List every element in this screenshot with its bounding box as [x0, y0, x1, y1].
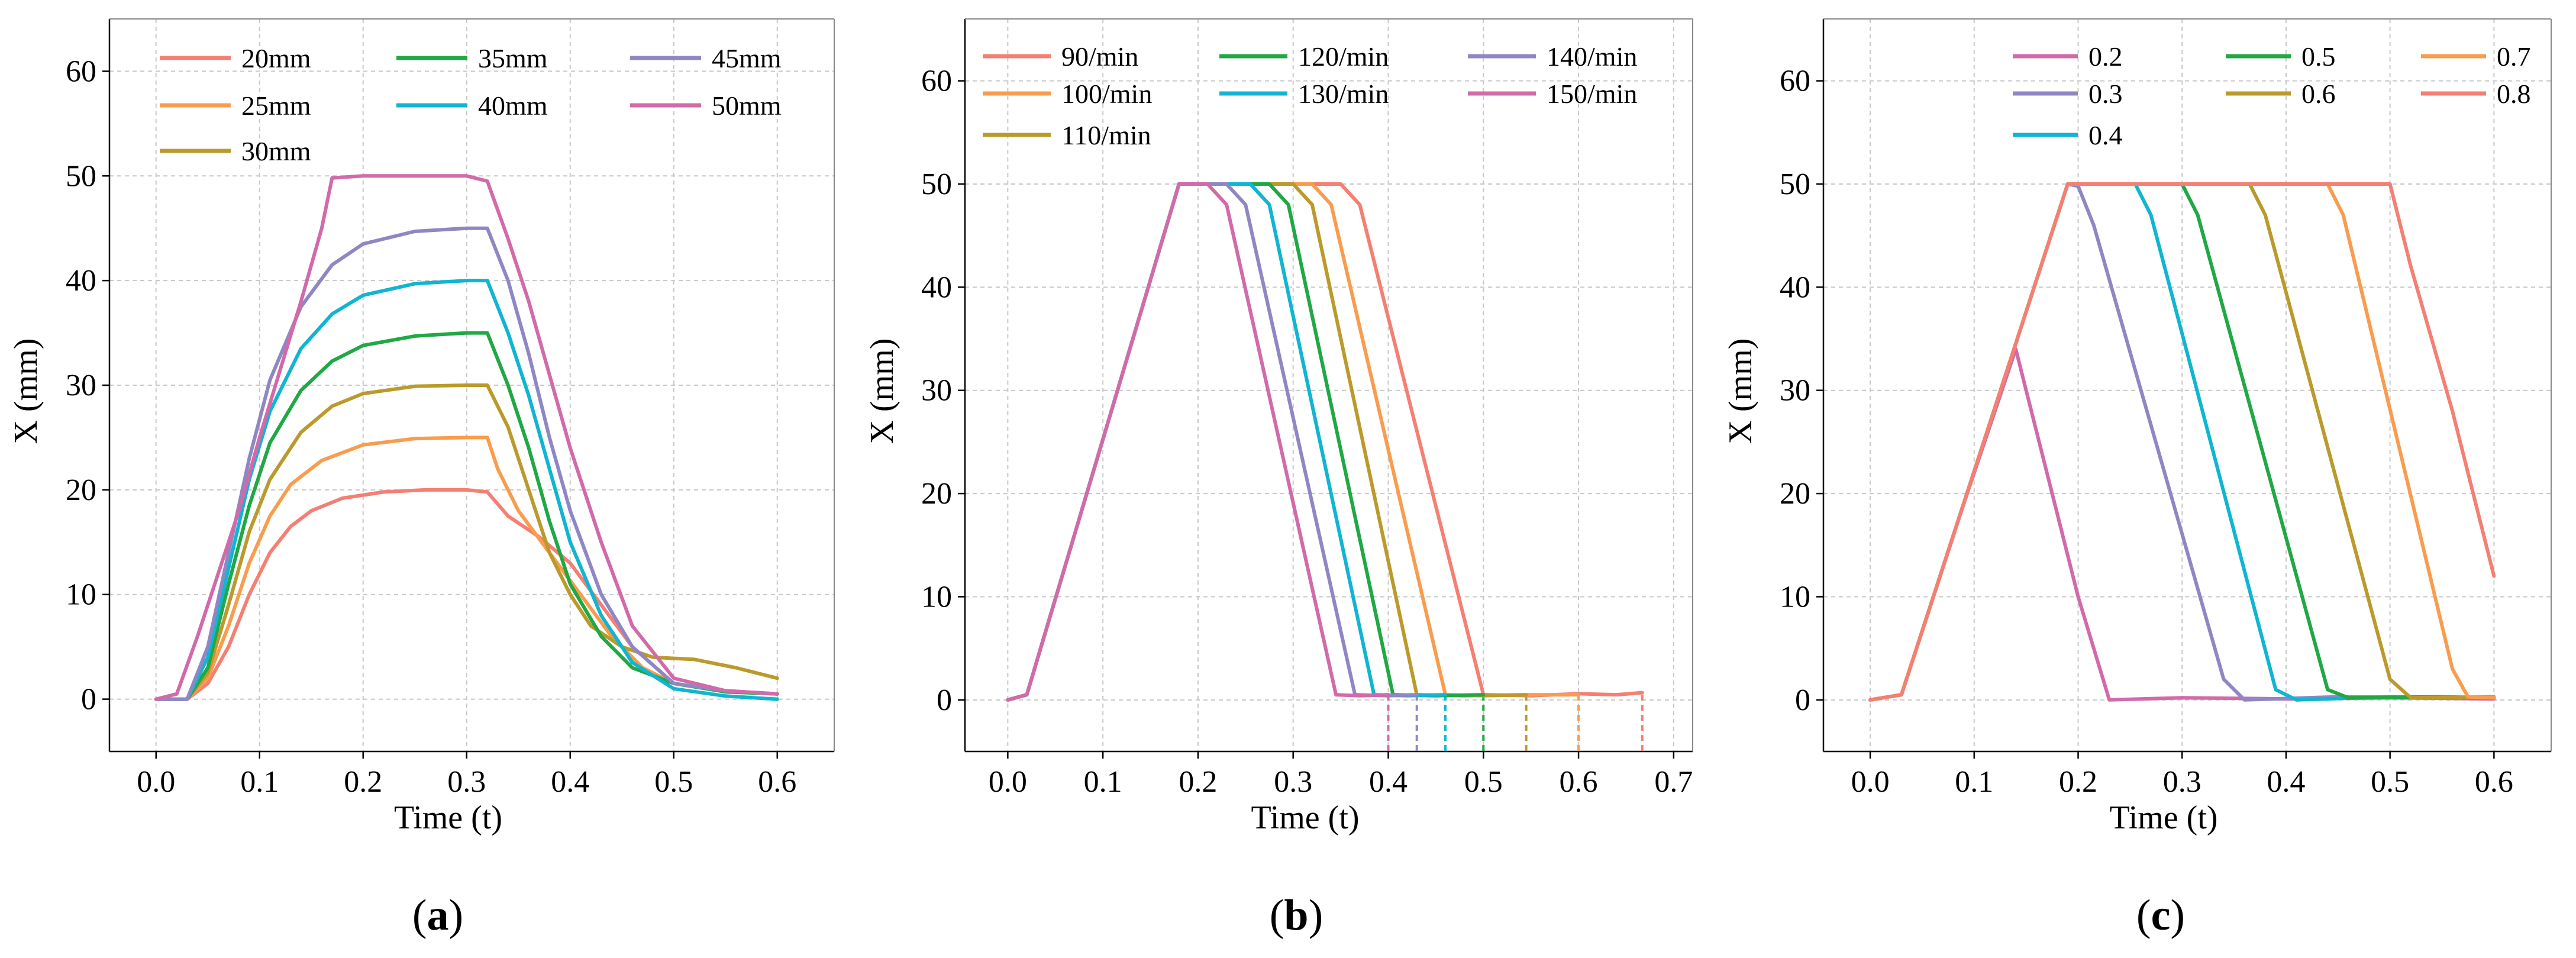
y-tick-label: 10	[921, 580, 952, 614]
series-line-140-min	[1006, 182, 1419, 702]
y-tick-label: 0	[937, 683, 952, 717]
y-tick-label: 10	[1780, 580, 1810, 614]
y-tick-label: 40	[921, 270, 952, 304]
legend-label: 50mm	[712, 91, 782, 121]
y-tick-label: 30	[1780, 374, 1810, 408]
x-tick-label: 0.3	[447, 765, 486, 799]
legend-label: 40mm	[478, 91, 548, 121]
y-axis-title: X (mm)	[864, 338, 900, 444]
legend-label: 0.3	[2088, 79, 2123, 109]
x-tick-label: 0.7	[1654, 765, 1693, 799]
y-tick-label: 10	[66, 578, 96, 612]
y-tick-label: 20	[921, 477, 952, 511]
legend-label: 0.4	[2088, 120, 2123, 150]
series-line-20mm	[154, 488, 779, 701]
x-tick-label: 0.6	[1560, 765, 1598, 799]
series-line-130-min	[1006, 182, 1447, 702]
x-axis-title: Time (t)	[2109, 799, 2217, 836]
x-axis-title: Time (t)	[394, 799, 502, 836]
chart-a: 0.0 0.1 0.2 0.3 0.4 0.5 0.6 0 10 20 30 40 50 60 Time (…	[8, 18, 835, 836]
legend-label: 110/min	[1061, 120, 1151, 150]
series-line-50mm	[154, 174, 779, 701]
x-axis-title: Time (t)	[1251, 799, 1359, 836]
legend-label: 25mm	[241, 91, 311, 121]
x-tick-label: 0.4	[2267, 765, 2305, 799]
legend-label: 30mm	[241, 136, 311, 166]
y-tick-label: 0	[1795, 683, 1810, 717]
legend-label: 0.5	[2301, 41, 2336, 72]
panel-label-c: (c)	[2136, 891, 2186, 940]
y-tick-label: 50	[921, 167, 952, 201]
x-tick-label: 0.6	[758, 765, 796, 799]
y-tick-label: 40	[1780, 270, 1810, 304]
y-axis-title: X (mm)	[8, 338, 44, 444]
x-tick-label: 0.1	[1955, 765, 1993, 799]
x-tick-label: 0.5	[1464, 765, 1503, 799]
y-tick-label: 30	[66, 369, 96, 402]
chart-b: 0.0 0.1 0.2 0.3 0.4 0.5 0.6 0.7 0 10 20 30 40 50 60 Tim…	[864, 18, 1693, 836]
x-tick-label: 0.2	[344, 765, 382, 799]
y-tick-label: 50	[66, 159, 96, 193]
x-tick-label: 0.6	[2475, 765, 2513, 799]
legend-label: 0.6	[2301, 79, 2336, 109]
y-tick-label: 40	[66, 264, 96, 298]
panel-label-b: (b)	[1269, 891, 1323, 940]
x-tick-label: 0.2	[2059, 765, 2097, 799]
x-tick-label: 0.0	[1851, 765, 1890, 799]
series-line-40mm	[154, 279, 779, 701]
legend-label: 0.2	[2088, 41, 2123, 72]
legend-label: 20mm	[241, 43, 311, 73]
panel-b: 0.0 0.1 0.2 0.3 0.4 0.5 0.6 0.7 0 10 20 30 40 50 60 Tim…	[858, 0, 1717, 958]
legend-label: 0.7	[2497, 41, 2531, 72]
x-tick-label: 0.3	[2163, 765, 2201, 799]
series-line-0-2	[1868, 347, 2496, 702]
legend-label: 140/min	[1547, 41, 1637, 72]
series-line-25mm	[154, 436, 779, 701]
y-tick-label: 60	[1780, 64, 1810, 98]
x-tick-label: 0.1	[1084, 765, 1122, 799]
panel-c: 0.0 0.1 0.2 0.3 0.4 0.5 0.6 0 10 20 30 40 50 60 Time (…	[1717, 0, 2575, 958]
series-line-0-8	[1868, 182, 2496, 702]
x-tick-label: 0.5	[2371, 765, 2409, 799]
legend-label: 130/min	[1298, 79, 1389, 109]
y-tick-label: 0	[81, 683, 96, 717]
y-tick-label: 50	[1780, 167, 1810, 201]
y-tick-label: 20	[1780, 477, 1810, 511]
series-line-110-min	[1006, 182, 1528, 702]
x-tick-label: 0.0	[989, 765, 1027, 799]
y-tick-label: 30	[921, 374, 952, 408]
panel-label-a: (a)	[412, 891, 464, 940]
legend-label: 90/min	[1061, 41, 1138, 72]
y-tick-label: 60	[921, 64, 952, 98]
legend-label: 0.8	[2497, 79, 2531, 109]
x-tick-label: 0.0	[137, 765, 175, 799]
legend-label: 100/min	[1061, 79, 1152, 109]
series-line-150-min	[1006, 182, 1390, 702]
x-tick-label: 0.3	[1274, 765, 1312, 799]
legend-label: 35mm	[478, 43, 548, 73]
y-axis-title: X (mm)	[1722, 338, 1759, 444]
y-tick-label: 20	[66, 473, 96, 507]
y-tick-label: 60	[66, 54, 96, 88]
legend-label: 150/min	[1547, 79, 1637, 109]
chart-c: 0.0 0.1 0.2 0.3 0.4 0.5 0.6 0 10 20 30 40 50 60 Time (…	[1722, 18, 2552, 836]
x-tick-label: 0.4	[551, 765, 589, 799]
x-tick-label: 0.4	[1369, 765, 1408, 799]
series-line-35mm	[154, 331, 779, 701]
legend-label: 45mm	[712, 43, 782, 73]
x-tick-label: 0.2	[1179, 765, 1217, 799]
x-tick-label: 0.5	[654, 765, 693, 799]
legend-label: 120/min	[1298, 41, 1389, 72]
x-tick-label: 0.1	[240, 765, 279, 799]
panel-a: 0.0 0.1 0.2 0.3 0.4 0.5 0.6 0 10 20 30 40 50 60 Time (…	[0, 0, 858, 958]
series-line-120-min	[1006, 182, 1486, 702]
